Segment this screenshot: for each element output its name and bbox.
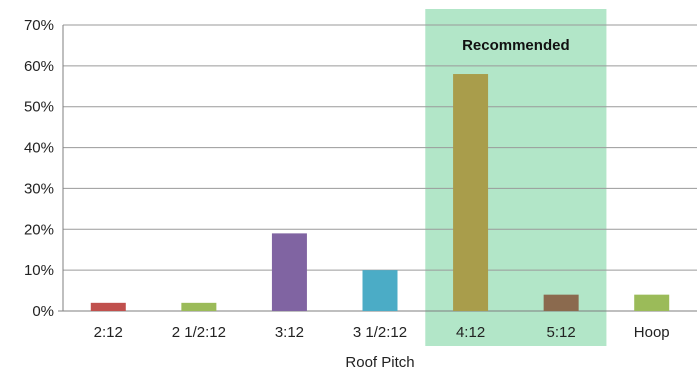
x-tick-label: 2:12 [94,324,123,341]
y-axis-ticks: 0% 10% 20% 30% 40% 50% 60% 70% [24,17,54,320]
bar [90,302,126,311]
x-tick-label: 2 1/2:12 [172,324,226,341]
bar [453,74,489,312]
recommended-annotation: Recommended [462,37,570,54]
x-tick-label: Hoop [634,324,670,341]
y-tick-label: 40% [24,140,54,157]
y-tick-label: 60% [24,58,54,75]
gridlines [58,24,697,312]
x-axis-title: Roof Pitch [345,354,414,371]
bar [362,270,398,311]
y-tick-label: 70% [24,17,54,34]
x-axis-ticks: 2:12 2 1/2:12 3:12 3 1/2:12 4:12 5:12 Hoop [94,324,670,341]
y-tick-label: 30% [24,180,54,197]
x-tick-label: 4:12 [456,324,485,341]
x-tick-label: 5:12 [547,324,576,341]
x-tick-label: 3:12 [275,324,304,341]
y-tick-label: 50% [24,99,54,116]
bar [634,294,670,311]
bar [181,302,217,311]
bars [90,74,670,312]
y-tick-label: 20% [24,221,54,238]
y-tick-label: 10% [24,262,54,279]
bar [271,233,307,311]
bar [543,294,579,311]
recommended-highlight-band [425,9,607,346]
x-tick-label: 3 1/2:12 [353,324,407,341]
y-tick-label: 0% [32,303,54,320]
